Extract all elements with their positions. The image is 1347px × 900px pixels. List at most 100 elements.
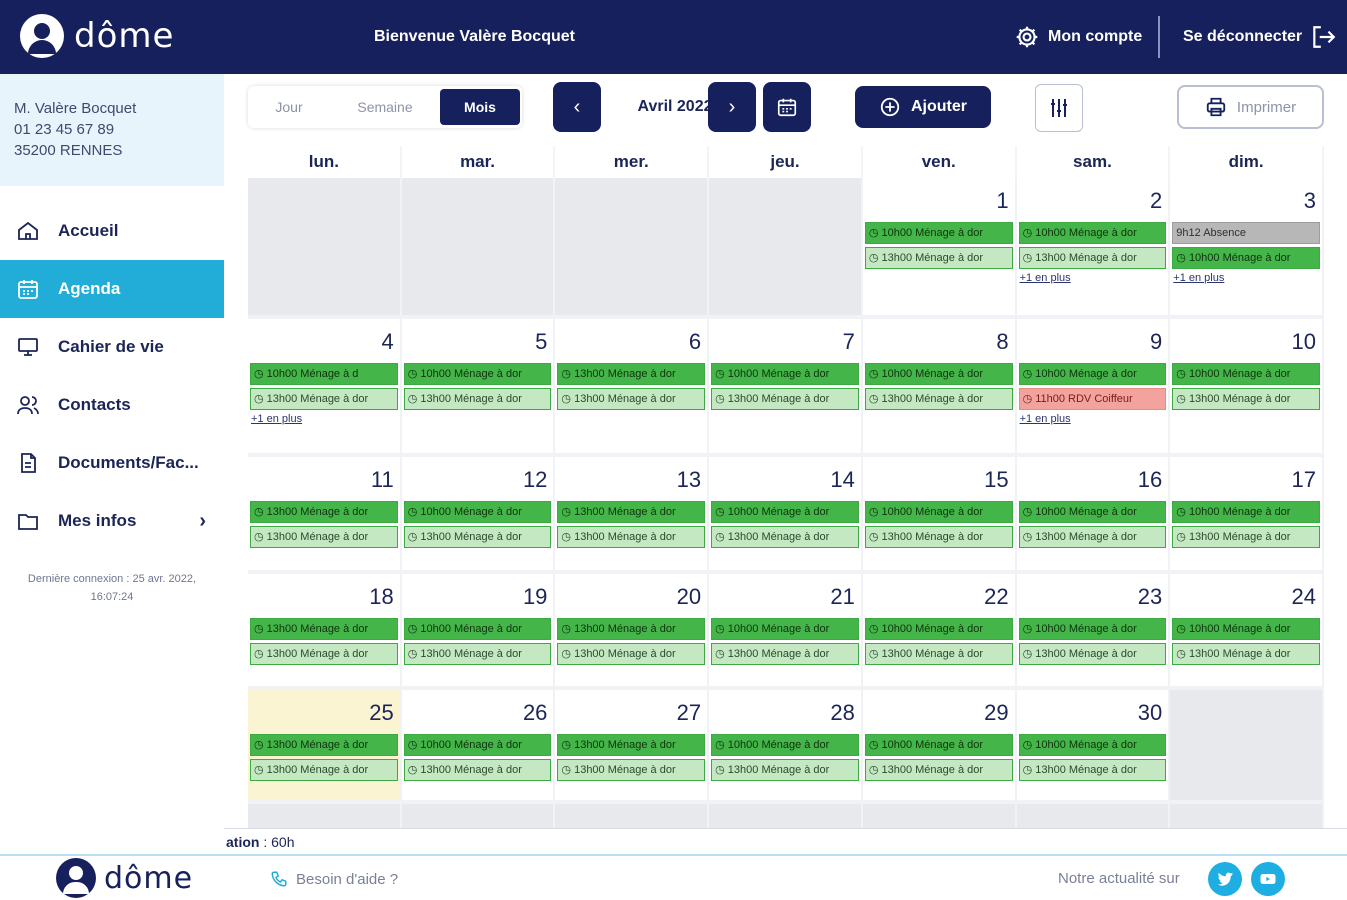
calendar-event[interactable]: ◷ 13h00 Ménage à dor	[711, 759, 859, 781]
calendar-event[interactable]: ◷ 13h00 Ménage à dor	[1018, 643, 1167, 665]
calendar-day-cell[interactable]: 20 ◷ 13h00 Ménage à dor ◷ 13h00 Ménage à d…	[555, 574, 710, 690]
calendar-event[interactable]: ◷ 13h00 Ménage à dor	[1172, 643, 1320, 665]
calendar-day-cell[interactable]: 13 ◷ 13h00 Ménage à dor ◷ 13h00 Ménage à d…	[555, 457, 710, 574]
sidebar-item-mes-infos[interactable]: Mes infos ›	[0, 492, 224, 550]
more-events-link[interactable]: +1 en plus	[1019, 413, 1071, 425]
sidebar-item-cahier-de-vie[interactable]: Cahier de vie	[0, 318, 224, 376]
calendar-event[interactable]: ◷ 10h00 Ménage à dor	[864, 734, 1013, 756]
calendar-day-cell[interactable]: 7 ◷ 10h00 Ménage à dor ◷ 13h00 Ménage à do…	[709, 319, 863, 457]
calendar-event[interactable]: ◷ 13h00 Ménage à dor	[864, 759, 1013, 781]
calendar-day-cell[interactable]: 5 ◷ 10h00 Ménage à dor ◷ 13h00 Ménage à do…	[401, 319, 556, 457]
calendar-event[interactable]: ◷ 10h00 Ménage à dor	[1018, 222, 1167, 244]
calendar-event[interactable]: ◷ 13h00 Ménage à dor	[864, 247, 1013, 269]
calendar-day-cell[interactable]: 12 ◷ 10h00 Ménage à dor ◷ 13h00 Ménage à d…	[401, 457, 556, 574]
calendar-event[interactable]: ◷ 13h00 Ménage à dor	[250, 618, 398, 640]
calendar-day-cell[interactable]: 2 ◷ 10h00 Ménage à dor ◷ 13h00 Ménage à do…	[1016, 178, 1171, 319]
calendar-event[interactable]: ◷ 13h00 Ménage à dor	[403, 643, 552, 665]
calendar-event[interactable]: ◷ 10h00 Ménage à dor	[711, 734, 859, 756]
calendar-event[interactable]: ◷ 13h00 Ménage à dor	[250, 643, 398, 665]
calendar-event[interactable]: ◷ 10h00 Ménage à dor	[864, 618, 1013, 640]
calendar-day-cell[interactable]: 19 ◷ 10h00 Ménage à dor ◷ 13h00 Ménage à d…	[401, 574, 556, 690]
calendar-event[interactable]: ◷ 10h00 Ménage à dor	[1018, 734, 1167, 756]
calendar-day-cell[interactable]: 28 ◷ 10h00 Ménage à dor ◷ 13h00 Ménage à d…	[709, 690, 863, 804]
calendar-day-cell[interactable]: 9 ◷ 10h00 Ménage à dor ◷ 11h00 RDV Coiffeu…	[1016, 319, 1171, 457]
calendar-day-cell[interactable]: 16 ◷ 10h00 Ménage à dor ◷ 13h00 Ménage à d…	[1016, 457, 1171, 574]
calendar-day-cell[interactable]: 10 ◷ 10h00 Ménage à dor ◷ 13h00 Ménage à d…	[1170, 319, 1324, 457]
calendar-event[interactable]: ◷ 13h00 Ménage à dor	[864, 643, 1013, 665]
calendar-event[interactable]: ◷ 13h00 Ménage à dor	[1018, 759, 1167, 781]
calendar-event[interactable]: 9h12 Absence	[1172, 222, 1320, 244]
twitter-button[interactable]	[1208, 862, 1242, 896]
calendar-event[interactable]: ◷ 13h00 Ménage à dor	[711, 643, 859, 665]
calendar-event[interactable]: ◷ 13h00 Ménage à dor	[1172, 388, 1320, 410]
youtube-button[interactable]	[1251, 862, 1285, 896]
sidebar-item-documents[interactable]: Documents/Fac...	[0, 434, 224, 492]
calendar-event[interactable]: ◷ 13h00 Ménage à dor	[403, 759, 552, 781]
next-month-button[interactable]: ›	[708, 82, 756, 132]
filter-button[interactable]	[1035, 84, 1083, 132]
calendar-day-cell[interactable]: 15 ◷ 10h00 Ménage à dor ◷ 13h00 Ménage à d…	[862, 457, 1017, 574]
calendar-event[interactable]: ◷ 13h00 Ménage à dor	[557, 734, 706, 756]
footer-logo[interactable]: dôme	[56, 858, 193, 898]
calendar-event[interactable]: ◷ 10h00 Ménage à dor	[403, 734, 552, 756]
calendar-event[interactable]: ◷ 10h00 Ménage à dor	[711, 363, 859, 385]
view-day-button[interactable]: Jour	[275, 99, 303, 115]
calendar-event[interactable]: ◷ 13h00 Ménage à dor	[557, 501, 706, 523]
calendar-day-cell[interactable]: 1 ◷ 10h00 Ménage à dor ◷ 13h00 Ménage à do…	[862, 178, 1017, 319]
calendar-event[interactable]: ◷ 10h00 Ménage à dor	[711, 618, 859, 640]
calendar-event[interactable]: ◷ 13h00 Ménage à dor	[403, 526, 552, 548]
calendar-event[interactable]: ◷ 10h00 Ménage à dor	[1018, 618, 1167, 640]
prev-month-button[interactable]: ‹	[553, 82, 601, 132]
calendar-event[interactable]: ◷ 13h00 Ménage à dor	[1018, 247, 1167, 269]
date-picker-button[interactable]	[763, 82, 811, 132]
print-button[interactable]: Imprimer	[1177, 85, 1324, 129]
view-month-button[interactable]: Mois	[440, 89, 520, 125]
calendar-day-cell[interactable]: 25 ◷ 13h00 Ménage à dor ◷ 13h00 Ménage à d…	[248, 690, 402, 804]
calendar-day-cell[interactable]: 8 ◷ 10h00 Ménage à dor ◷ 13h00 Ménage à do…	[862, 319, 1017, 457]
calendar-day-cell[interactable]: 30 ◷ 10h00 Ménage à dor ◷ 13h00 Ménage à d…	[1016, 690, 1171, 804]
more-events-link[interactable]: +1 en plus	[251, 413, 303, 425]
calendar-day-cell[interactable]: 29 ◷ 10h00 Ménage à dor ◷ 13h00 Ménage à d…	[862, 690, 1017, 804]
logo[interactable]: dôme	[20, 14, 174, 58]
sidebar-item-contacts[interactable]: Contacts	[0, 376, 224, 434]
calendar-event[interactable]: ◷ 13h00 Ménage à dor	[711, 388, 859, 410]
calendar-day-cell[interactable]: 6 ◷ 13h00 Ménage à dor ◷ 13h00 Ménage à do…	[555, 319, 710, 457]
calendar-event[interactable]: ◷ 10h00 Ménage à dor	[1172, 363, 1320, 385]
calendar-event[interactable]: ◷ 10h00 Ménage à dor	[403, 363, 552, 385]
calendar-event[interactable]: ◷ 10h00 Ménage à dor	[1172, 247, 1320, 269]
calendar-event[interactable]: ◷ 10h00 Ménage à dor	[864, 501, 1013, 523]
calendar-event[interactable]: ◷ 10h00 Ménage à dor	[1172, 501, 1320, 523]
calendar-event[interactable]: ◷ 13h00 Ménage à dor	[1018, 526, 1167, 548]
calendar-event[interactable]: ◷ 10h00 Ménage à dor	[1018, 363, 1167, 385]
calendar-event[interactable]: ◷ 10h00 Ménage à dor	[711, 501, 859, 523]
sidebar-item-agenda[interactable]: Agenda	[0, 260, 224, 318]
account-button[interactable]: Mon compte	[1014, 24, 1142, 50]
calendar-day-cell[interactable]: 26 ◷ 10h00 Ménage à dor ◷ 13h00 Ménage à d…	[401, 690, 556, 804]
calendar-event[interactable]: ◷ 13h00 Ménage à dor	[250, 388, 398, 410]
calendar-day-cell[interactable]: 3 9h12 Absence ◷ 10h00 Ménage à dor +1 en p…	[1170, 178, 1324, 319]
calendar-day-cell[interactable]: 4 ◷ 10h00 Ménage à d ◷ 13h00 Ménage à dor +…	[248, 319, 402, 457]
calendar-event[interactable]: ◷ 13h00 Ménage à dor	[250, 526, 398, 548]
calendar-day-cell[interactable]: 27 ◷ 13h00 Ménage à dor ◷ 13h00 Ménage à d…	[555, 690, 710, 804]
calendar-day-cell[interactable]: 17 ◷ 10h00 Ménage à dor ◷ 13h00 Ménage à d…	[1170, 457, 1324, 574]
calendar-day-cell[interactable]: 24 ◷ 10h00 Ménage à dor ◷ 13h00 Ménage à d…	[1170, 574, 1324, 690]
calendar-event[interactable]: ◷ 13h00 Ménage à dor	[1172, 526, 1320, 548]
calendar-event[interactable]: ◷ 13h00 Ménage à dor	[250, 734, 398, 756]
calendar-event[interactable]: ◷ 10h00 Ménage à dor	[403, 501, 552, 523]
calendar-day-cell[interactable]: 21 ◷ 10h00 Ménage à dor ◷ 13h00 Ménage à d…	[709, 574, 863, 690]
calendar-day-cell[interactable]: 23 ◷ 10h00 Ménage à dor ◷ 13h00 Ménage à d…	[1016, 574, 1171, 690]
more-events-link[interactable]: +1 en plus	[1019, 272, 1071, 284]
calendar-event[interactable]: ◷ 13h00 Ménage à dor	[557, 643, 706, 665]
calendar-event[interactable]: ◷ 10h00 Ménage à d	[250, 363, 398, 385]
calendar-event[interactable]: ◷ 10h00 Ménage à dor	[403, 618, 552, 640]
calendar-event[interactable]: ◷ 11h00 RDV Coiffeur	[1018, 388, 1167, 410]
calendar-event[interactable]: ◷ 13h00 Ménage à dor	[250, 501, 398, 523]
calendar-day-cell[interactable]: 18 ◷ 13h00 Ménage à dor ◷ 13h00 Ménage à d…	[248, 574, 402, 690]
calendar-event[interactable]: ◷ 13h00 Ménage à dor	[711, 526, 859, 548]
calendar-event[interactable]: ◷ 13h00 Ménage à dor	[557, 388, 706, 410]
calendar-event[interactable]: ◷ 13h00 Ménage à dor	[864, 526, 1013, 548]
calendar-event[interactable]: ◷ 13h00 Ménage à dor	[864, 388, 1013, 410]
calendar-event[interactable]: ◷ 13h00 Ménage à dor	[403, 388, 552, 410]
logout-button[interactable]: Se déconnecter	[1183, 24, 1336, 50]
calendar-event[interactable]: ◷ 13h00 Ménage à dor	[557, 618, 706, 640]
